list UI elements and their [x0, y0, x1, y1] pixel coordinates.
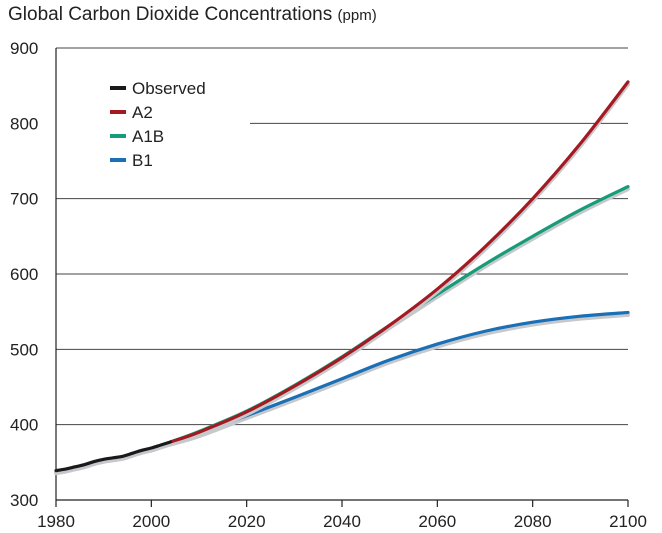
legend-label-a1b: A1B — [132, 127, 164, 146]
axes — [55, 48, 629, 507]
series-shadow-b1 — [168, 312, 630, 447]
tick-labels: 1980 2000 2020 2040 2060 2080 2100 300 400 500 600… — [10, 39, 647, 531]
series-shadow-a2 — [168, 82, 630, 447]
x-tick-label-2100: 2100 — [609, 512, 647, 531]
y-tick-label-600: 600 — [10, 265, 38, 284]
legend-label-b1: B1 — [132, 151, 153, 170]
chart-title-unit: (ppm) — [337, 7, 377, 24]
series-line-observed — [54, 440, 172, 473]
y-tick-label-900: 900 — [10, 39, 38, 58]
y-tick-label-500: 500 — [10, 340, 38, 359]
x-tick-label-2020: 2020 — [228, 512, 266, 531]
x-tick-label-2060: 2060 — [418, 512, 456, 531]
y-tick-label-300: 300 — [10, 491, 38, 510]
y-tick-label-800: 800 — [10, 114, 38, 133]
gridlines — [56, 47, 628, 426]
x-tick-label-1980: 1980 — [37, 512, 75, 531]
legend: Observed A2 A1B B1 — [110, 79, 206, 170]
chart-title-text: Global Carbon Dioxide Concentrations — [8, 4, 333, 25]
x-tick-label-2080: 2080 — [514, 512, 552, 531]
y-tick-label-700: 700 — [10, 190, 38, 209]
legend-label-a2: A2 — [132, 103, 153, 122]
x-tick-label-2040: 2040 — [323, 512, 361, 531]
data-series — [54, 80, 630, 476]
y-tick-label-400: 400 — [10, 416, 38, 435]
legend-label-observed: Observed — [132, 79, 206, 98]
series-shadow-observed — [54, 442, 173, 476]
series-line-a2 — [168, 80, 630, 444]
x-tick-label-2000: 2000 — [132, 512, 170, 531]
chart-title: Global Carbon Dioxide Concentrations (pp… — [8, 4, 377, 26]
